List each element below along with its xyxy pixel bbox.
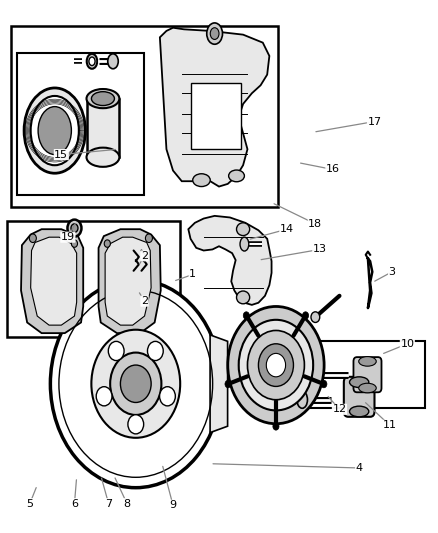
Ellipse shape — [243, 312, 249, 319]
Ellipse shape — [71, 240, 78, 247]
Ellipse shape — [282, 360, 301, 390]
Ellipse shape — [303, 312, 309, 319]
Ellipse shape — [110, 353, 161, 415]
Ellipse shape — [240, 237, 249, 251]
Ellipse shape — [258, 344, 293, 386]
Ellipse shape — [237, 223, 250, 236]
Ellipse shape — [297, 391, 307, 408]
Ellipse shape — [96, 387, 112, 406]
Text: 13: 13 — [313, 245, 327, 254]
Ellipse shape — [92, 330, 180, 438]
Ellipse shape — [285, 365, 297, 384]
Text: 11: 11 — [383, 421, 397, 430]
Bar — [86, 99, 119, 157]
Ellipse shape — [50, 280, 221, 488]
Ellipse shape — [350, 377, 369, 387]
Text: 9: 9 — [170, 500, 177, 510]
Text: 2: 2 — [141, 296, 148, 306]
Text: 2: 2 — [141, 251, 148, 261]
Ellipse shape — [31, 96, 79, 165]
Ellipse shape — [29, 234, 36, 243]
Ellipse shape — [207, 23, 223, 44]
Text: 8: 8 — [124, 499, 131, 508]
Ellipse shape — [145, 234, 152, 243]
Text: 16: 16 — [326, 165, 340, 174]
Ellipse shape — [266, 353, 286, 377]
Ellipse shape — [159, 387, 175, 406]
Ellipse shape — [193, 174, 210, 187]
Bar — [280, 341, 425, 408]
Polygon shape — [188, 216, 272, 305]
Ellipse shape — [350, 406, 369, 417]
Text: 14: 14 — [280, 224, 294, 234]
Ellipse shape — [237, 291, 250, 304]
Text: 19: 19 — [61, 232, 75, 242]
Ellipse shape — [108, 54, 118, 69]
Text: 3: 3 — [389, 267, 396, 277]
Text: 18: 18 — [308, 219, 322, 229]
Bar — [17, 53, 144, 195]
Text: 7: 7 — [105, 499, 112, 508]
Ellipse shape — [311, 312, 320, 322]
Ellipse shape — [128, 415, 144, 434]
Ellipse shape — [359, 357, 376, 366]
Bar — [11, 26, 278, 207]
Polygon shape — [160, 28, 269, 187]
Polygon shape — [21, 229, 83, 333]
Ellipse shape — [67, 220, 81, 237]
Ellipse shape — [210, 28, 219, 39]
Ellipse shape — [104, 240, 110, 247]
Ellipse shape — [321, 381, 327, 388]
Ellipse shape — [273, 423, 279, 430]
Polygon shape — [105, 237, 151, 325]
Ellipse shape — [239, 320, 313, 410]
Bar — [7, 221, 180, 337]
Ellipse shape — [228, 306, 324, 424]
FancyBboxPatch shape — [344, 377, 374, 417]
Polygon shape — [31, 237, 77, 325]
Ellipse shape — [38, 107, 71, 155]
Ellipse shape — [229, 170, 244, 182]
Text: 15: 15 — [54, 150, 68, 159]
Ellipse shape — [247, 330, 304, 400]
Ellipse shape — [108, 341, 124, 360]
Text: 17: 17 — [367, 117, 381, 126]
Ellipse shape — [92, 92, 114, 106]
Bar — [191, 83, 241, 149]
Ellipse shape — [86, 89, 119, 108]
Ellipse shape — [86, 148, 119, 167]
Ellipse shape — [24, 88, 85, 173]
Text: 10: 10 — [400, 339, 414, 349]
Text: 12: 12 — [332, 405, 346, 414]
Ellipse shape — [148, 341, 163, 360]
FancyBboxPatch shape — [353, 357, 381, 392]
Polygon shape — [99, 229, 161, 333]
Ellipse shape — [225, 381, 231, 388]
Ellipse shape — [71, 224, 78, 232]
Ellipse shape — [89, 57, 95, 66]
Text: 6: 6 — [71, 499, 78, 508]
Text: 5: 5 — [26, 499, 33, 508]
Ellipse shape — [120, 365, 151, 402]
Text: 4: 4 — [356, 463, 363, 473]
Ellipse shape — [87, 54, 97, 69]
Text: 1: 1 — [189, 270, 196, 279]
Ellipse shape — [359, 383, 376, 393]
Polygon shape — [210, 335, 228, 433]
